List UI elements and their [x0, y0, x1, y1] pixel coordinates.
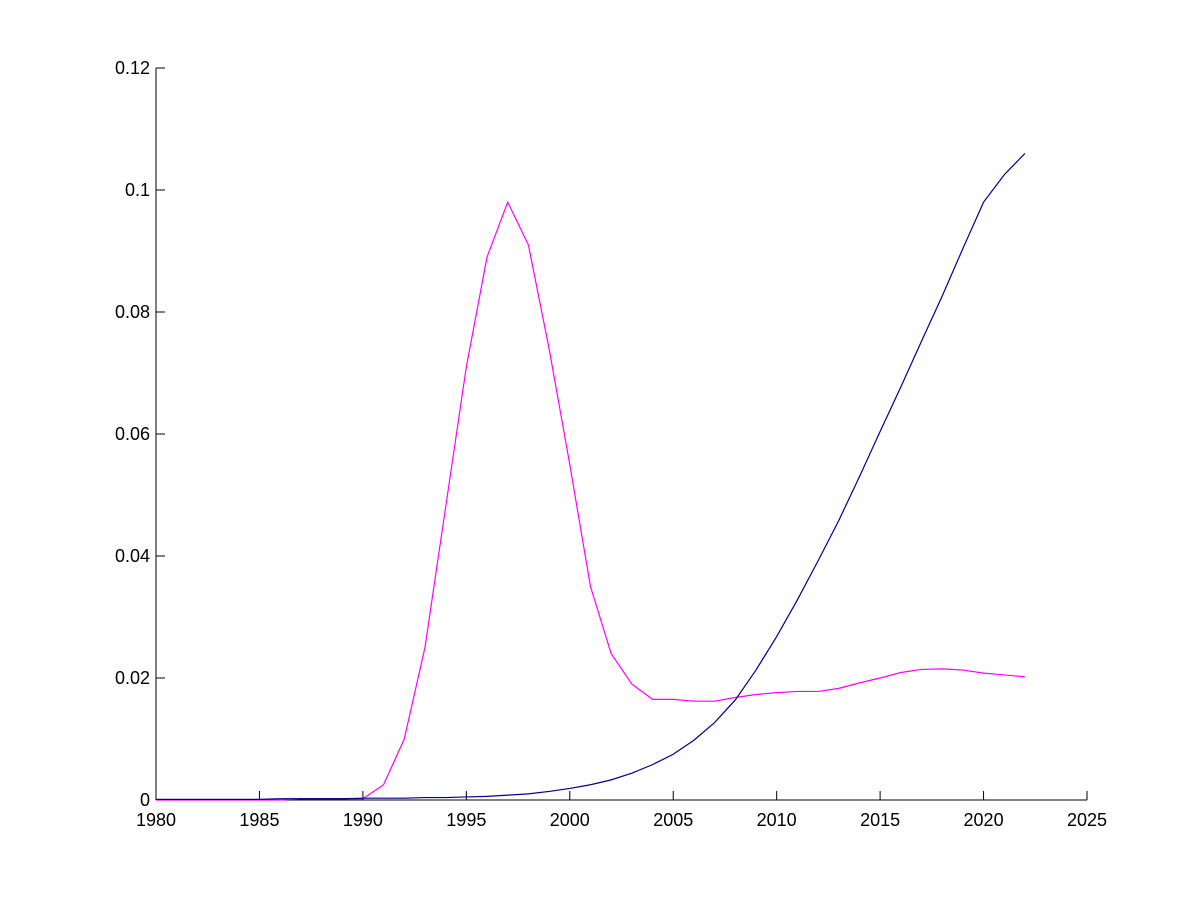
x-tick-label: 2015 [860, 810, 900, 830]
y-tick-label: 0.1 [125, 180, 150, 200]
x-tick-label: 2000 [550, 810, 590, 830]
x-tick-label: 2005 [653, 810, 693, 830]
series-line [156, 152, 1026, 800]
x-tick-label: 1980 [136, 810, 176, 830]
y-tick-label: 0.02 [115, 668, 150, 688]
y-tick-label: 0.06 [115, 424, 150, 444]
x-tick-label: 1995 [446, 810, 486, 830]
x-tick-label: 1985 [239, 810, 279, 830]
y-tick-label: 0.12 [115, 58, 150, 78]
y-tick-label: 0.04 [115, 546, 150, 566]
x-tick-label: 1990 [343, 810, 383, 830]
y-tick-label: 0 [140, 790, 150, 810]
x-tick-label: 2020 [964, 810, 1004, 830]
series-line [156, 200, 1025, 801]
x-tick-label: 2025 [1067, 810, 1107, 830]
x-tick-label: 2010 [757, 810, 797, 830]
y-tick-label: 0.08 [115, 302, 150, 322]
